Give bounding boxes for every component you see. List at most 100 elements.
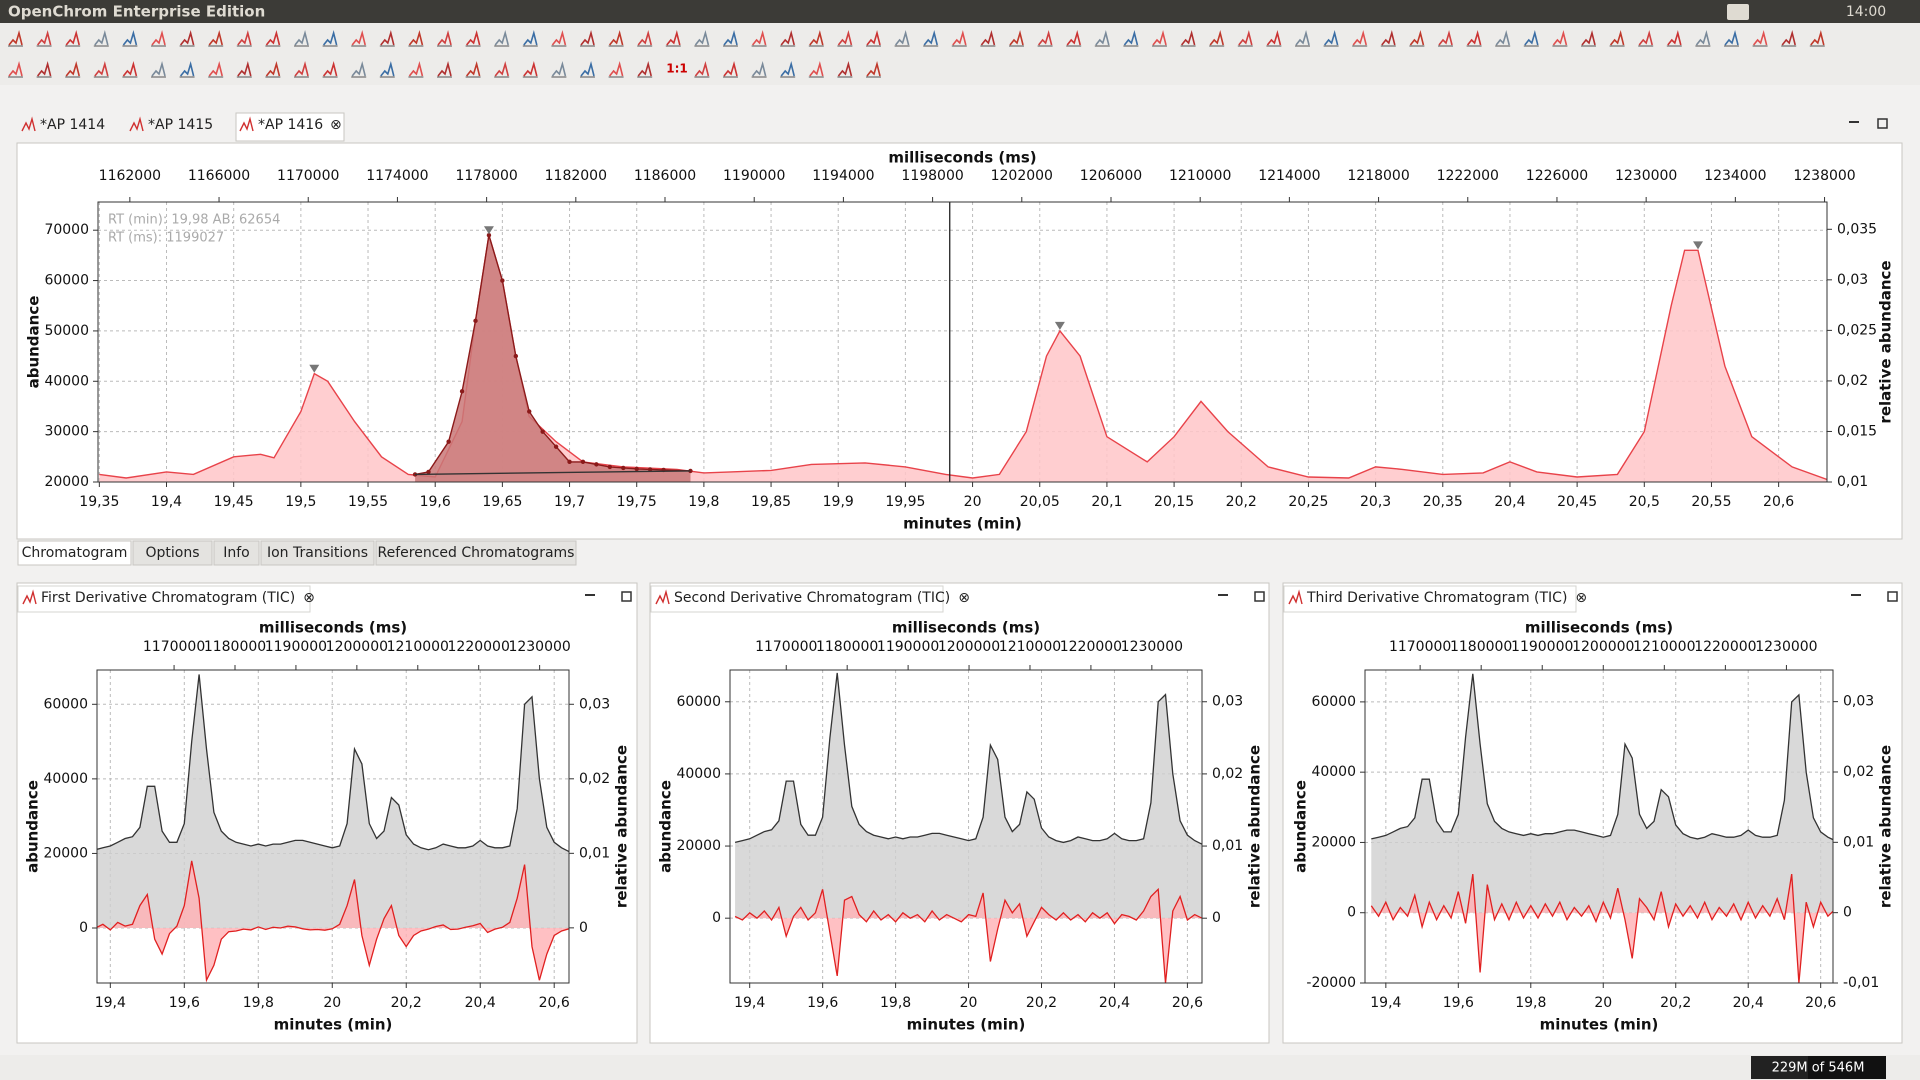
toolbar-icon[interactable] bbox=[93, 29, 109, 47]
toolbar-icon[interactable] bbox=[1638, 29, 1654, 47]
maximize[interactable] bbox=[621, 591, 632, 602]
panel-title[interactable]: Third Derivative Chromatogram (TIC) bbox=[1306, 590, 1567, 606]
toolbar-icon[interactable] bbox=[551, 29, 567, 47]
toolbar-icon[interactable] bbox=[8, 60, 23, 78]
toolbar-icon[interactable] bbox=[665, 29, 681, 47]
toolbar-icon[interactable] bbox=[866, 29, 881, 47]
maximize[interactable] bbox=[1877, 118, 1888, 129]
toolbar-icon[interactable] bbox=[1180, 29, 1196, 47]
toolbar-icon[interactable] bbox=[236, 29, 252, 47]
editor-tab[interactable]: *AP 1415 bbox=[148, 117, 213, 133]
view-tab[interactable] bbox=[17, 540, 132, 566]
toolbar-icon[interactable] bbox=[1009, 29, 1024, 47]
toolbar-icon[interactable] bbox=[1409, 29, 1425, 47]
toolbar-icon[interactable] bbox=[780, 60, 796, 78]
toolbar-icon[interactable] bbox=[608, 60, 624, 78]
toolbar-icon[interactable] bbox=[322, 29, 338, 47]
toolbar-icon[interactable] bbox=[1781, 29, 1797, 47]
toolbar-icon[interactable] bbox=[151, 60, 166, 78]
toolbar-icon[interactable] bbox=[408, 29, 424, 47]
toolbar-icon[interactable] bbox=[1695, 29, 1711, 47]
toolbar-icon[interactable] bbox=[1523, 29, 1539, 47]
toolbar-icon[interactable] bbox=[637, 60, 653, 78]
toolbar-icon[interactable] bbox=[1438, 29, 1453, 47]
toolbar-icon[interactable] bbox=[751, 60, 767, 78]
toolbar-icon[interactable] bbox=[179, 29, 195, 47]
editor-tab[interactable]: *AP 1414 bbox=[40, 117, 105, 133]
toolbar-icon[interactable] bbox=[1066, 29, 1082, 47]
panel-tab[interactable] bbox=[650, 585, 944, 613]
toolbar-icon[interactable] bbox=[522, 29, 538, 47]
toolbar-icon[interactable] bbox=[1123, 29, 1139, 47]
toolbar-icon[interactable] bbox=[551, 60, 567, 78]
toolbar-icon[interactable] bbox=[923, 29, 939, 47]
toolbar-icon[interactable] bbox=[236, 60, 252, 78]
toolbar-icon[interactable] bbox=[265, 29, 281, 47]
toolbar-icon[interactable] bbox=[637, 29, 653, 47]
toolbar-icon[interactable] bbox=[294, 29, 309, 47]
view-tab[interactable] bbox=[375, 540, 577, 566]
view-tab-label[interactable]: Referenced Chromatograms bbox=[378, 545, 575, 561]
toolbar-icon[interactable] bbox=[522, 60, 538, 78]
view-tab-label[interactable]: Ion Transitions bbox=[267, 545, 368, 561]
toolbar-icon[interactable] bbox=[980, 29, 996, 47]
toolbar-icon[interactable] bbox=[465, 29, 481, 47]
tab-close[interactable]: ⊗ bbox=[1575, 590, 1587, 606]
toolbar-icon[interactable] bbox=[780, 29, 796, 47]
toolbar-icon[interactable] bbox=[437, 60, 452, 78]
toolbar-icon[interactable] bbox=[1466, 29, 1482, 47]
toolbar-icon[interactable] bbox=[837, 29, 853, 47]
toolbar-icon[interactable] bbox=[1323, 29, 1339, 47]
toolbar-icon[interactable] bbox=[465, 60, 481, 78]
toolbar-icon[interactable] bbox=[951, 29, 967, 47]
view-tab-label[interactable]: Chromatogram bbox=[22, 545, 128, 561]
toolbar-icon[interactable] bbox=[580, 29, 595, 47]
toolbar-icon[interactable] bbox=[608, 29, 624, 47]
toolbar-icon[interactable] bbox=[122, 29, 138, 47]
maximize[interactable] bbox=[1254, 591, 1265, 602]
panel-title[interactable]: First Derivative Chromatogram (TIC) bbox=[41, 590, 295, 606]
toolbar-icon[interactable] bbox=[808, 29, 824, 47]
toolbar-icon[interactable] bbox=[179, 60, 195, 78]
view-tab-label[interactable]: Options bbox=[145, 545, 199, 561]
toolbar-icon[interactable] bbox=[93, 60, 109, 78]
toolbar-icon[interactable] bbox=[322, 60, 338, 78]
toolbar-icon[interactable] bbox=[122, 60, 138, 78]
view-tab[interactable] bbox=[213, 540, 260, 566]
view-tab-label[interactable]: Info bbox=[223, 545, 250, 561]
toolbar-icon[interactable] bbox=[1094, 29, 1110, 47]
toolbar-icon[interactable] bbox=[494, 29, 510, 47]
toolbar-icon[interactable] bbox=[36, 29, 52, 47]
toolbar-icon[interactable] bbox=[208, 60, 224, 78]
toolbar-icon[interactable] bbox=[751, 29, 767, 47]
toolbar-icon[interactable] bbox=[1037, 29, 1053, 47]
toolbar-icon[interactable] bbox=[1237, 29, 1253, 47]
toolbar-icon[interactable] bbox=[694, 29, 710, 47]
toolbar-icon[interactable] bbox=[1552, 29, 1568, 47]
toolbar-icon[interactable] bbox=[1609, 29, 1625, 47]
maximize[interactable] bbox=[1887, 591, 1898, 602]
toolbar-icon[interactable] bbox=[1724, 29, 1739, 47]
toolbar-icon[interactable] bbox=[894, 29, 910, 47]
toolbar-icon[interactable] bbox=[408, 60, 424, 78]
editor-tab[interactable]: *AP 1416 bbox=[258, 117, 323, 133]
toolbar-icon[interactable] bbox=[1266, 29, 1282, 47]
toolbar-icon[interactable] bbox=[294, 60, 309, 78]
toolbar-icon[interactable] bbox=[1809, 29, 1825, 47]
tab-close[interactable]: ⊗ bbox=[303, 590, 315, 606]
toolbar-icon[interactable] bbox=[36, 60, 52, 78]
view-tab[interactable] bbox=[260, 540, 375, 566]
toolbar-icon[interactable] bbox=[1581, 29, 1596, 47]
panel-title[interactable]: Second Derivative Chromatogram (TIC) bbox=[674, 590, 950, 606]
toolbar-icon[interactable] bbox=[1752, 29, 1768, 47]
toolbar-icon[interactable] bbox=[265, 60, 281, 78]
toolbar-icon[interactable] bbox=[580, 60, 595, 78]
view-tab[interactable] bbox=[132, 540, 213, 566]
toolbar-icon[interactable] bbox=[437, 29, 452, 47]
toolbar-icon[interactable] bbox=[808, 60, 824, 78]
toolbar-icon[interactable] bbox=[723, 29, 738, 47]
toolbar-icon[interactable] bbox=[1152, 29, 1167, 47]
toolbar-icon[interactable] bbox=[208, 29, 224, 47]
toolbar-icon[interactable] bbox=[866, 60, 881, 78]
toolbar-icon[interactable] bbox=[723, 60, 738, 78]
